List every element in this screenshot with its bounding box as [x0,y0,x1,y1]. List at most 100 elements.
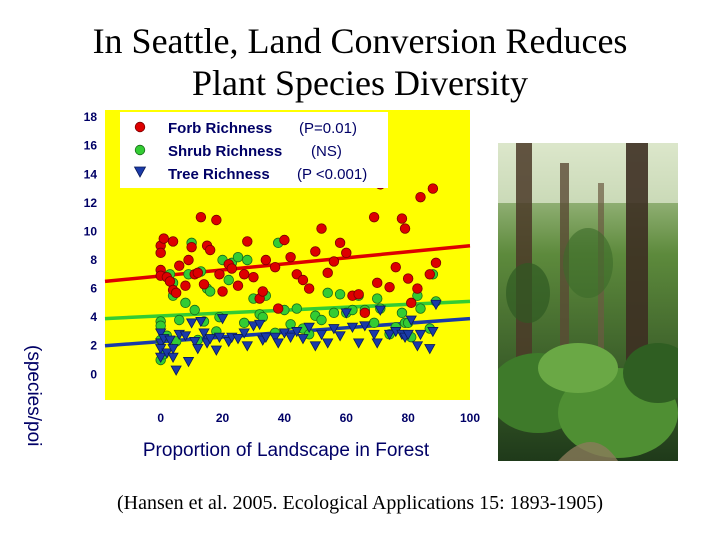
tree-point [427,327,439,338]
tree-point [204,334,216,345]
forb-point [334,237,346,249]
forb-point [232,280,244,291]
forb-point [412,283,423,294]
legend-marker-shrub [134,144,146,156]
title-line-2: Plant Species Diversity [192,63,528,103]
forb-point [316,223,327,234]
tree-point [192,344,204,355]
tree-point [359,321,371,332]
tree-point [198,328,210,339]
forb-point [322,267,333,279]
forb-point [328,256,340,267]
forb-point [238,269,250,280]
x-axis-title: Proportion of Landscape in Forest [143,440,430,461]
forb-point [341,247,352,259]
forb-point [279,234,290,246]
forb-point [359,307,371,319]
y-axis-title: (species/poi [23,345,44,446]
shrub-point [415,303,426,314]
tree-point [368,329,380,341]
tree-point [232,334,244,345]
legend-stat-shrub: (NS) [311,143,342,160]
legend-marker-forb [134,121,146,133]
title-line-1: In Seattle, Land Conversion Reduces [92,21,628,61]
tree-point [414,329,427,341]
y-tick-label: 14 [84,167,98,181]
shrub-point [316,314,327,326]
forb-point [192,267,203,279]
forb-point [226,263,238,274]
forb-point [384,281,395,293]
tree-point [405,315,417,326]
tree-point [383,329,396,341]
forb-point [257,286,268,297]
tree-point [154,328,167,339]
forb-point [260,254,272,266]
shrub-point [322,287,333,299]
y-tick-label: 8 [90,253,97,267]
shrub-point [328,307,340,319]
shrub-point [174,314,185,326]
tick-labels: 0 2 4 6 8 10 12 14 16 18 0 20 40 60 80 100 [84,110,481,425]
forb-point [415,191,426,203]
shrub-point [285,319,296,330]
y-tick-label: 6 [90,282,97,296]
shrub-point [334,289,346,300]
shrub-point [368,317,380,329]
legend-label-shrub: Shrub Richness [168,143,282,160]
x-tick-label: 40 [278,411,292,425]
tree-point [346,322,359,333]
tree-point [213,332,226,343]
tree-point [253,319,266,331]
tree-point [303,322,315,333]
legend-label-tree: Tree Richness [168,166,270,183]
shrub-point [204,286,216,297]
x-tick-label: 100 [460,411,480,425]
y-tick-label: 4 [90,310,97,324]
tree-point [154,352,167,363]
tree-point [164,335,176,346]
forb-point [242,236,253,247]
tree-point [272,338,284,349]
tree-point [247,321,260,332]
forb-point [402,273,414,284]
forb-point [195,211,207,223]
forb-point [310,246,321,257]
tree-point [291,327,303,338]
tree-point [170,365,182,376]
forb-point [353,289,364,300]
slide-title: In Seattle, Land Conversion Reduces Plan… [0,20,720,104]
tree-point [328,324,340,335]
forb-point [285,251,296,263]
tree-point [411,341,424,352]
shrub-point [396,307,408,319]
forb-point [297,274,309,286]
tree-point [260,332,272,343]
y-tick-label: 0 [90,367,97,381]
forb-point [303,283,315,294]
x-tick-label: 80 [401,411,415,425]
forb-point [368,211,380,223]
forb-point [372,277,383,289]
x-tick-label: 60 [340,411,354,425]
x-tick-label: 20 [216,411,230,425]
data-points [154,179,442,376]
tree-point [284,332,297,343]
forb-point [183,254,194,266]
forb-point [180,280,191,291]
shrub-point [238,317,250,329]
forb-point [430,257,442,269]
y-tick-label: 16 [84,139,98,153]
tree-point [185,318,198,329]
tree-point [374,305,386,316]
forb-point [158,233,169,244]
tree-point [402,329,414,341]
legend-stat-forb: (P=0.01) [299,120,357,137]
tree-point [216,314,229,325]
forb-point [396,213,408,224]
forb-point [273,303,284,314]
tree-point [315,329,328,341]
tree-point [430,299,442,311]
forb-point [248,271,259,283]
tree-point [340,308,352,319]
